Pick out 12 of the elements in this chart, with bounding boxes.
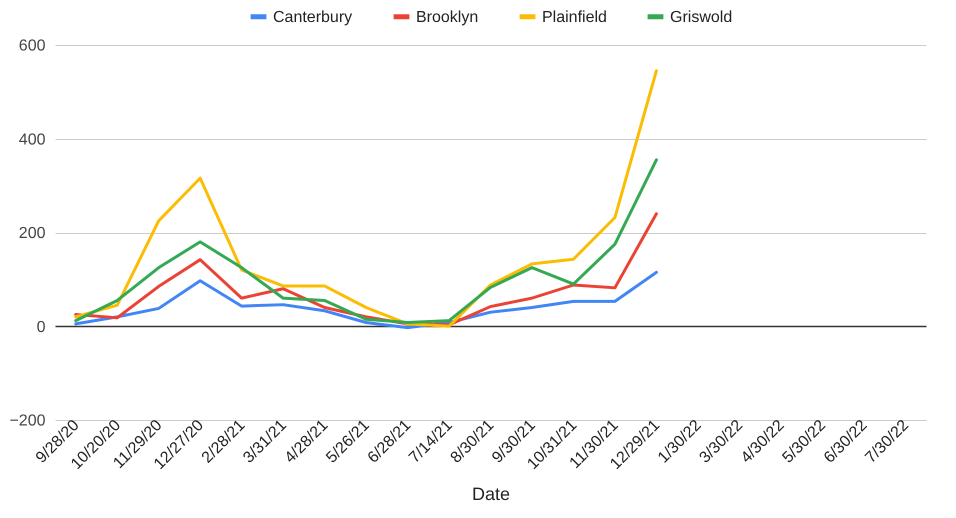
line-series — [74, 69, 658, 328]
x-axis-title: Date — [472, 484, 510, 504]
legend-label: Brooklyn — [416, 8, 478, 26]
line-series — [74, 270, 658, 330]
legend-label: Canterbury — [273, 8, 352, 26]
y-tick-label: 400 — [18, 131, 46, 148]
line-series — [74, 158, 658, 324]
legend-label: Plainfield — [542, 8, 607, 26]
y-tick-label: 600 — [18, 38, 46, 54]
y-tick-label: 200 — [18, 225, 46, 242]
legend-label: Griswold — [670, 8, 732, 26]
y-tick-label: 0 — [36, 318, 46, 336]
